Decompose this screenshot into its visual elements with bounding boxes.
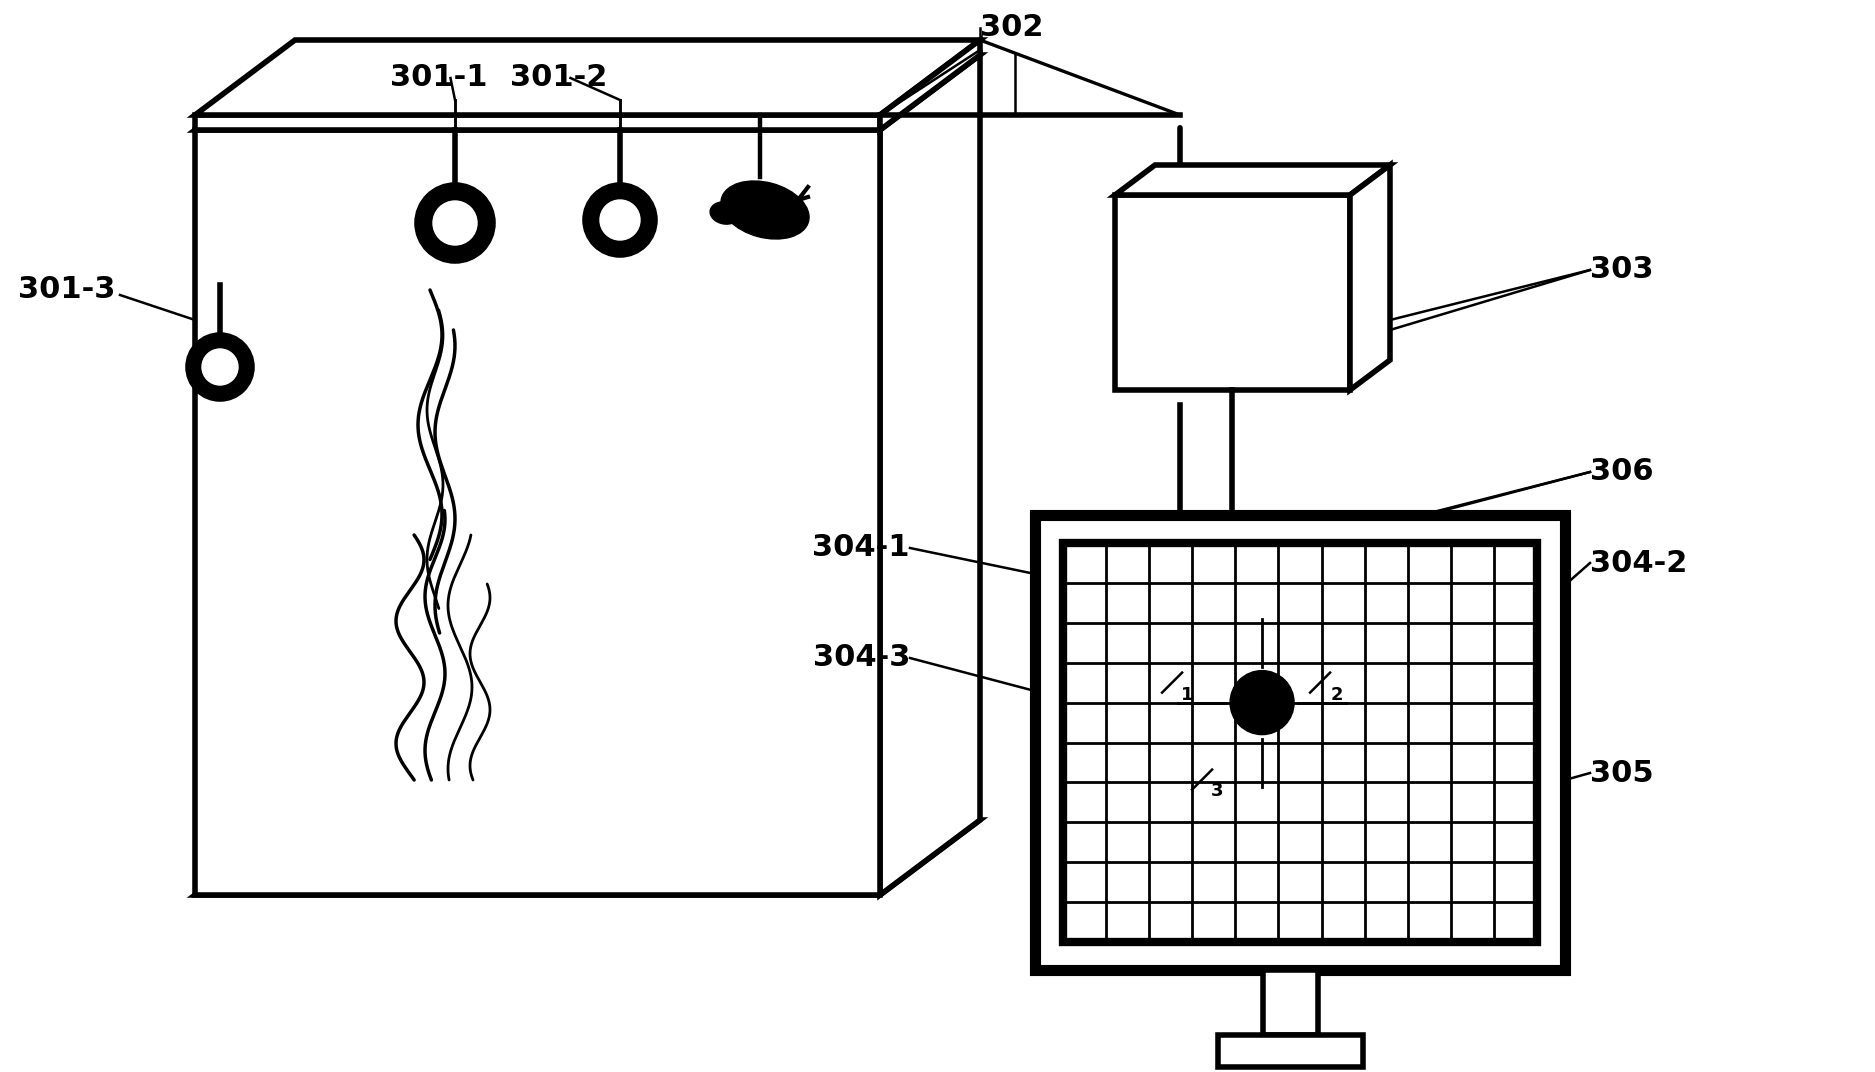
- Circle shape: [416, 185, 493, 260]
- Text: 301-2: 301-2: [510, 63, 608, 92]
- Text: 303: 303: [1590, 255, 1654, 284]
- Polygon shape: [195, 40, 981, 115]
- Text: 2: 2: [1331, 686, 1342, 703]
- Text: 3: 3: [1211, 781, 1222, 800]
- Polygon shape: [879, 40, 981, 130]
- Polygon shape: [1350, 165, 1389, 390]
- Polygon shape: [195, 130, 879, 895]
- Polygon shape: [879, 55, 981, 895]
- Polygon shape: [195, 55, 981, 130]
- Text: 301-1: 301-1: [390, 63, 488, 92]
- Text: 305: 305: [1590, 759, 1654, 788]
- Ellipse shape: [722, 181, 808, 239]
- Circle shape: [600, 200, 639, 240]
- Circle shape: [585, 185, 654, 255]
- Circle shape: [1230, 671, 1294, 734]
- Text: 302: 302: [981, 14, 1044, 43]
- Polygon shape: [195, 820, 981, 895]
- Bar: [1063, 544, 1538, 942]
- Ellipse shape: [711, 202, 741, 224]
- Bar: [1264, 970, 1318, 1034]
- Text: 304-2: 304-2: [1590, 549, 1688, 578]
- Text: 306: 306: [1590, 458, 1654, 487]
- Circle shape: [202, 349, 238, 385]
- Circle shape: [433, 202, 476, 245]
- Bar: [1116, 195, 1350, 390]
- Text: 301-3: 301-3: [19, 276, 116, 304]
- Bar: [1035, 515, 1566, 970]
- Circle shape: [188, 334, 251, 399]
- Bar: [195, 115, 879, 130]
- Text: 304-3: 304-3: [812, 643, 909, 672]
- Text: 304-1: 304-1: [812, 534, 909, 563]
- Text: 1: 1: [1181, 686, 1192, 703]
- Polygon shape: [1116, 165, 1389, 195]
- Bar: [1219, 1034, 1363, 1067]
